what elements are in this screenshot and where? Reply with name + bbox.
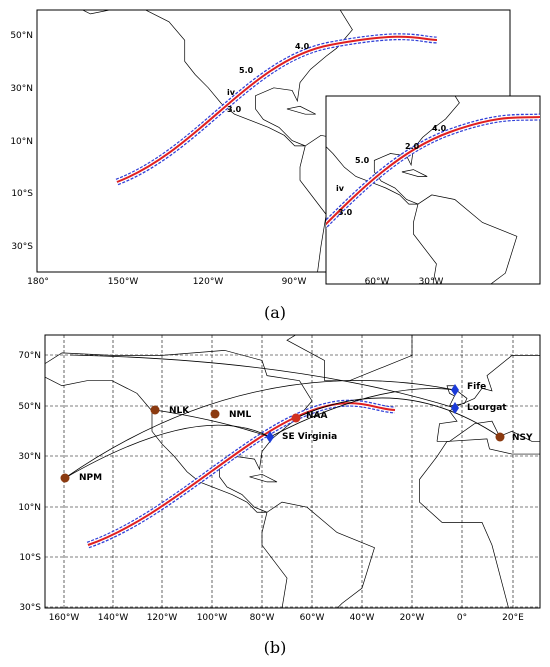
station-marker [451,402,459,414]
station-label: NLK [169,406,190,416]
y-tick-label: 30°S [11,242,33,252]
trajectory-center [88,403,395,545]
contour-label: 5.0 [355,156,370,165]
y-tick-label: 30°N [10,84,33,94]
panel-label: (b) [264,638,287,657]
x-tick-label: 20°W [400,613,425,623]
y-tick-label: 10°N [18,503,41,513]
station-label: NSY [512,433,533,443]
coastline [250,474,278,482]
panel-label: (a) [264,303,286,322]
x-tick-label: 20°E [502,613,524,623]
y-tick-label: 50°N [18,402,41,412]
x-tick-label: 0° [457,613,467,623]
station-label: NAA [306,411,327,421]
y-tick-label: 30°N [18,452,41,462]
y-tick-label: 10°S [11,189,33,199]
station-label: Fife [467,382,486,392]
x-tick-label: 60°W [300,613,325,623]
station-marker [61,474,70,483]
station-label: NML [229,410,251,420]
x-tick-label: 100°W [197,613,228,623]
contour-label: 5.0 [239,66,254,75]
station-marker [292,414,301,423]
y-tick-label: 70°N [18,351,41,361]
y-tick-label: 50°N [10,31,33,41]
coastline [437,355,550,441]
x-tick-label: 40°W [350,613,375,623]
station-label: SE Virginia [282,432,337,442]
coastline [326,0,457,9]
contour-label: 3.0 [338,208,353,217]
contour-label: 4.0 [432,124,447,133]
coastline [287,325,412,381]
contour-label: iv [227,88,236,97]
station-marker [211,410,220,419]
x-tick-label: 120°W [193,277,224,287]
panel-b-frame [45,335,540,608]
contour-label: iv [336,184,345,193]
contour-label: 4.0 [295,42,310,51]
y-tick-label: 30°S [19,603,41,613]
station-label: Lourgat [467,403,507,413]
x-tick-label: 80°W [250,613,275,623]
contour-label: 2.0 [405,142,420,151]
station-marker [496,433,505,442]
x-tick-label: 140°W [98,613,129,623]
y-tick-label: 10°N [10,137,33,147]
x-tick-label: 90°W [282,277,307,287]
y-tick-label: 10°S [19,553,41,563]
x-tick-label: 30°W [419,277,444,287]
x-tick-label: 160°W [49,613,80,623]
contour-label: 3.0 [227,105,242,114]
x-tick-label: 120°W [147,613,178,623]
station-marker [151,406,160,415]
coastline [420,439,550,621]
x-tick-label: 60°W [365,277,390,287]
station-label: NPM [79,473,102,483]
x-tick-label: 150°W [108,277,139,287]
panel-b-grid [45,335,540,608]
x-tick-label: 180° [27,277,49,287]
